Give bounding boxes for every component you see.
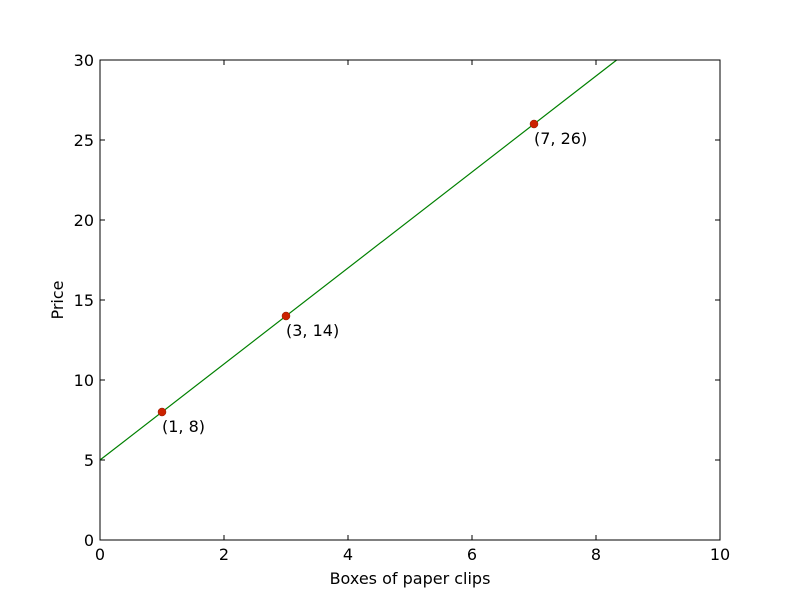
data-point-label: (3, 14) (286, 321, 339, 340)
data-point-label: (1, 8) (162, 417, 205, 436)
tick-labels: 0 2 4 6 8 10 0 5 10 15 20 25 30 (74, 51, 731, 564)
series: (1, 8) (3, 14) (7, 26) (99, 59, 618, 461)
data-point (157, 407, 167, 417)
y-tick-label: 15 (74, 291, 94, 310)
y-tick-label: 30 (74, 51, 94, 70)
x-tick-label: 8 (591, 545, 601, 564)
x-tick-label: 0 (95, 545, 105, 564)
data-point (529, 119, 539, 129)
plot-frame (99, 59, 721, 541)
plot-background (100, 60, 720, 540)
y-tick-label: 5 (84, 451, 94, 470)
data-point (281, 311, 291, 321)
x-tick-label: 6 (467, 545, 477, 564)
x-tick-label: 4 (343, 545, 353, 564)
y-tick-label: 10 (74, 371, 94, 390)
x-axis-label: Boxes of paper clips (330, 569, 491, 588)
y-tick-label: 20 (74, 211, 94, 230)
y-tick-label: 0 (84, 531, 94, 550)
data-point-label: (7, 26) (534, 129, 587, 148)
x-tick-label: 10 (710, 545, 730, 564)
x-tick-label: 2 (219, 545, 229, 564)
y-tick-label: 25 (74, 131, 94, 150)
series-line (99, 59, 618, 461)
y-axis-label: Price (48, 280, 67, 319)
